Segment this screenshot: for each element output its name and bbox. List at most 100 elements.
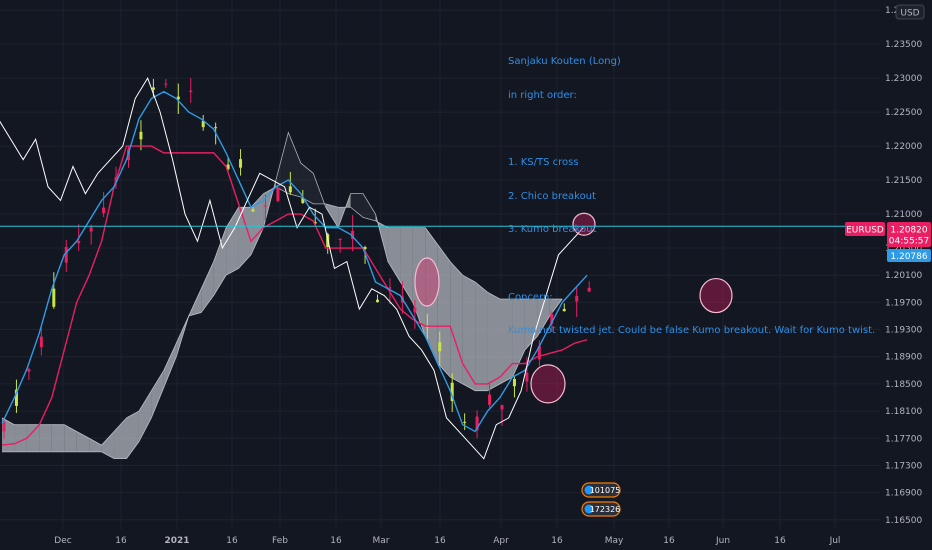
note-line: 1. KS/TS cross	[508, 157, 579, 169]
time-tick-label: Feb	[272, 536, 288, 546]
candle-body	[338, 238, 342, 240]
candle-body	[251, 209, 255, 212]
time-tick-label: May	[605, 536, 624, 546]
time-tick-label: Jul	[829, 536, 841, 546]
kijun-price-value: 1.20786	[890, 252, 927, 262]
time-tick-label: 2021	[164, 536, 189, 546]
candle-body	[438, 342, 442, 352]
senkou-span-b-line	[2, 131, 563, 460]
candle-body	[89, 227, 93, 232]
candle-body	[512, 378, 516, 387]
event-bubble-1-text: 101075	[590, 486, 621, 495]
event-bubble-1[interactable]: 101075	[581, 482, 621, 498]
annotation-circle	[530, 364, 566, 404]
kumo-segment	[114, 417, 127, 459]
kumo-segment	[138, 390, 152, 442]
kumo-segment	[275, 132, 289, 194]
senkou-span-a-line	[1, 186, 563, 446]
candle-body	[463, 421, 467, 423]
time-axis[interactable]: Dec 16 2021 16 Feb 16 Mar 16 Apr 16 May 16 Jun 16 Jul	[54, 536, 840, 546]
price-tick-label: 1.19700	[885, 298, 922, 308]
price-tick-label: 1.17300	[885, 461, 922, 471]
price-tick-label: 1.23500	[885, 40, 922, 50]
kumo-segment	[537, 298, 550, 337]
kumo-segment	[400, 227, 413, 303]
indicator-lines	[0, 76, 588, 460]
price-tick-label: 1.22000	[885, 142, 922, 152]
time-tick-label: Dec	[54, 536, 71, 546]
candle-body	[39, 336, 43, 348]
price-tick-label: 1.17700	[885, 434, 922, 444]
candle-body	[587, 287, 591, 292]
kumo-segment	[462, 275, 476, 391]
event-bubble-2[interactable]: 172326	[581, 501, 621, 517]
kumo-segment	[39, 424, 52, 452]
chikou-span-line	[0, 76, 584, 460]
kumo-segment	[387, 227, 401, 282]
kumo-segment	[300, 163, 314, 204]
kumo-cloud	[1, 131, 563, 460]
time-tick-label: 16	[551, 536, 563, 546]
candle-body	[488, 394, 492, 405]
flag-icon	[584, 504, 594, 514]
note-line: Concern:	[508, 291, 553, 303]
time-tick-label: 16	[663, 536, 675, 546]
candle-body	[376, 299, 379, 303]
candle-body	[102, 207, 106, 214]
tenkan-sen-line	[1, 90, 588, 433]
candle-body	[176, 96, 180, 100]
candle-body	[151, 87, 155, 90]
candle-body	[77, 241, 81, 244]
price-tick-label: 1.18500	[885, 380, 922, 390]
price-tick-label: 1.16900	[885, 489, 922, 499]
kumo-segment	[64, 424, 77, 452]
price-tick-label: 1.21500	[885, 176, 922, 186]
candle-body	[201, 121, 205, 128]
price-tick-label: 1.23000	[885, 74, 922, 84]
time-tick-label: 16	[330, 536, 342, 546]
price-axis[interactable]: 1.240001.235001.230001.225001.220001.215…	[885, 6, 922, 526]
time-tick-label: Apr	[493, 536, 509, 546]
currency-button[interactable]	[895, 4, 925, 20]
kumo-segment	[251, 193, 264, 255]
price-tick-label: 1.16500	[885, 516, 922, 526]
candle-body	[27, 369, 31, 372]
event-bubble-2-text: 172326	[590, 505, 621, 514]
candle-body	[276, 187, 280, 201]
kumo-segment	[512, 298, 525, 378]
time-tick-label: 16	[226, 536, 238, 546]
candle-body	[164, 83, 168, 85]
candle-body	[239, 159, 243, 168]
candle-body	[475, 416, 479, 431]
candle-body	[139, 131, 143, 140]
candle-body	[189, 90, 193, 93]
kumo-segment	[101, 431, 115, 459]
kumo-segment	[151, 370, 164, 418]
annotation-circle	[414, 257, 440, 307]
candle-body	[52, 288, 56, 307]
candle-body	[550, 314, 554, 324]
time-tick-label: 16	[434, 536, 446, 546]
time-tick-label: Jun	[715, 536, 730, 546]
bar-countdown: 04:55:57	[889, 237, 929, 247]
price-tick-label: 1.20100	[885, 271, 922, 281]
price-tick-label: 1.22500	[885, 108, 922, 118]
candle-body	[450, 382, 454, 401]
kumo-segment	[363, 193, 376, 221]
last-price-tag	[887, 222, 931, 247]
candle-body	[351, 230, 355, 240]
candle-body	[64, 247, 68, 263]
annotation-circle	[572, 212, 596, 236]
kumo-segment	[524, 298, 538, 350]
currency-label: USD	[900, 9, 919, 19]
note-line: 2. Chico breakout	[508, 190, 596, 202]
kijun-sen-line	[1, 145, 588, 446]
kumo-segment	[26, 424, 40, 452]
analysis-note: Sanjaku Kouten (Long) in right order: 1.…	[508, 34, 875, 348]
candle-body	[288, 186, 292, 193]
candle-body	[562, 308, 566, 312]
time-tick-label: 16	[115, 536, 127, 546]
candle-body	[575, 295, 579, 302]
note-line: Kumo not twisted jet. Could be false Kum…	[508, 325, 876, 337]
